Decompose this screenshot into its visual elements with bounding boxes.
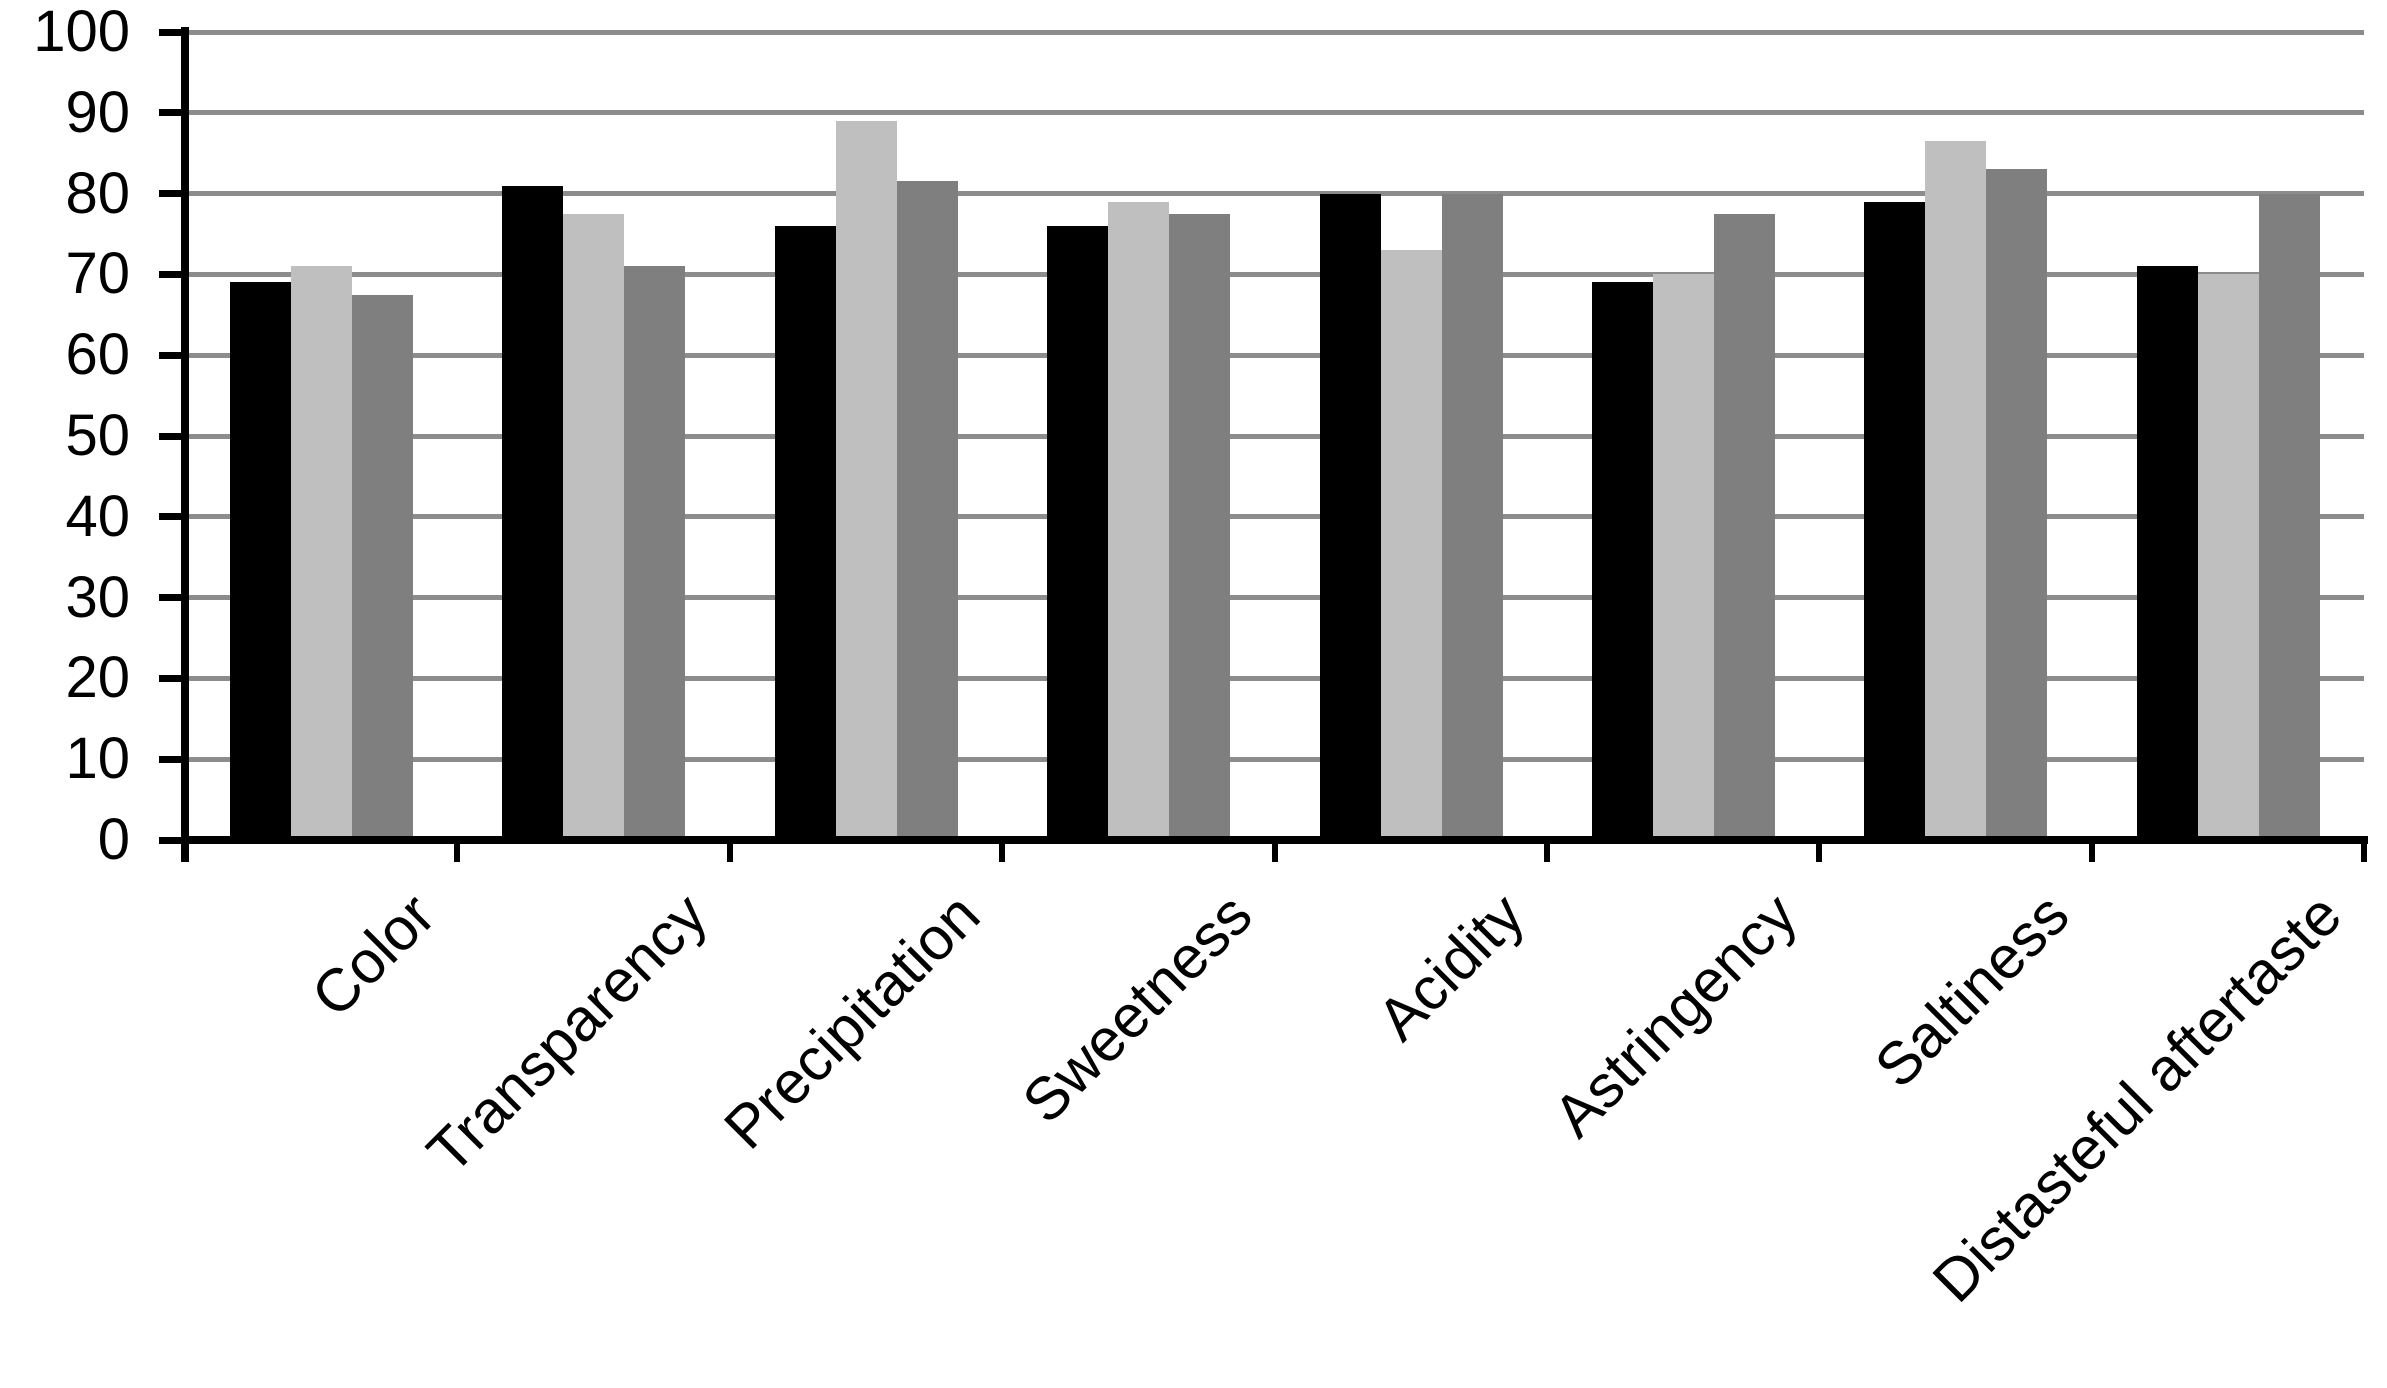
category-label: Saltiness: [1862, 880, 2082, 1101]
y-tick-label: 0: [97, 807, 130, 872]
y-tick-label: 20: [65, 645, 130, 711]
y-tick-label: 50: [65, 403, 130, 468]
bar-series-3-dark-gray: [1169, 213, 1231, 840]
y-tick: [159, 836, 185, 844]
gridline: [185, 29, 2364, 35]
gridline: [185, 514, 2364, 520]
x-tick: [1816, 840, 1823, 862]
gridline: [185, 595, 2364, 601]
bar-series-2-light-gray: [835, 120, 897, 840]
y-tick: [159, 270, 185, 278]
bar-series-3-dark-gray: [2258, 193, 2320, 840]
x-tick: [999, 840, 1006, 862]
y-tick-label: 60: [65, 322, 130, 388]
x-tick: [454, 840, 461, 862]
bar-series-2-light-gray: [2197, 274, 2259, 840]
category-label: Precipitation: [711, 880, 993, 1162]
x-tick: [2361, 840, 2367, 862]
category-label: Transparency: [414, 880, 720, 1186]
category-label: Sweetness: [1009, 880, 1265, 1136]
x-tick: [2088, 840, 2095, 862]
y-tick: [159, 109, 185, 117]
category-label: Astringency: [1540, 880, 1810, 1150]
gridline: [185, 352, 2364, 358]
bar-series-3-dark-gray: [1441, 193, 1503, 840]
bar-series-3-dark-gray: [1713, 213, 1775, 840]
bar-series-1-black: [1591, 282, 1653, 840]
gridline: [185, 191, 2364, 197]
bar-series-2-light-gray: [1108, 201, 1170, 840]
x-tick: [1271, 840, 1278, 862]
y-tick: [159, 28, 185, 36]
y-tick-label: 70: [65, 241, 130, 307]
y-tick: [159, 432, 185, 440]
y-tick: [159, 513, 185, 521]
gridline: [185, 756, 2364, 762]
y-axis-line: [181, 27, 189, 862]
bar-series-3-dark-gray: [1986, 169, 2048, 840]
y-tick: [159, 351, 185, 359]
gridline: [185, 675, 2364, 681]
bar-series-2-light-gray: [1380, 250, 1442, 840]
bar-series-1-black: [1047, 225, 1109, 840]
bar-series-1-black: [230, 282, 291, 840]
gridline: [185, 433, 2364, 439]
y-tick-label: 10: [65, 726, 130, 792]
category-label: Color: [298, 880, 448, 1030]
bar-series-2-light-gray: [563, 213, 625, 840]
y-tick-label: 90: [65, 79, 130, 145]
bar-series-1-black: [502, 185, 564, 840]
y-tick-label: 40: [65, 483, 130, 549]
y-tick-label: 80: [65, 160, 130, 226]
gridline: [185, 110, 2364, 116]
y-tick: [159, 594, 185, 602]
bar-series-3-dark-gray: [352, 294, 413, 840]
bar-series-2-light-gray: [291, 266, 352, 840]
x-tick: [1543, 840, 1550, 862]
bar-series-1-black: [1864, 201, 1926, 840]
gridline: [185, 271, 2364, 277]
category-label: Acidity: [1364, 880, 1537, 1054]
bar-series-2-light-gray: [1925, 141, 1987, 840]
bar-series-1-black: [774, 225, 836, 840]
bar-series-2-light-gray: [1652, 274, 1714, 840]
bar-series-1-black: [1319, 193, 1381, 840]
y-tick-label: 100: [33, 0, 130, 64]
y-tick: [159, 190, 185, 198]
y-tick: [159, 674, 185, 682]
bar-series-3-dark-gray: [896, 181, 958, 840]
x-tick: [726, 840, 733, 862]
bar-series-3-dark-gray: [624, 266, 686, 840]
y-tick: [159, 755, 185, 763]
bar-series-1-black: [2136, 266, 2198, 840]
y-tick-label: 30: [65, 564, 130, 630]
